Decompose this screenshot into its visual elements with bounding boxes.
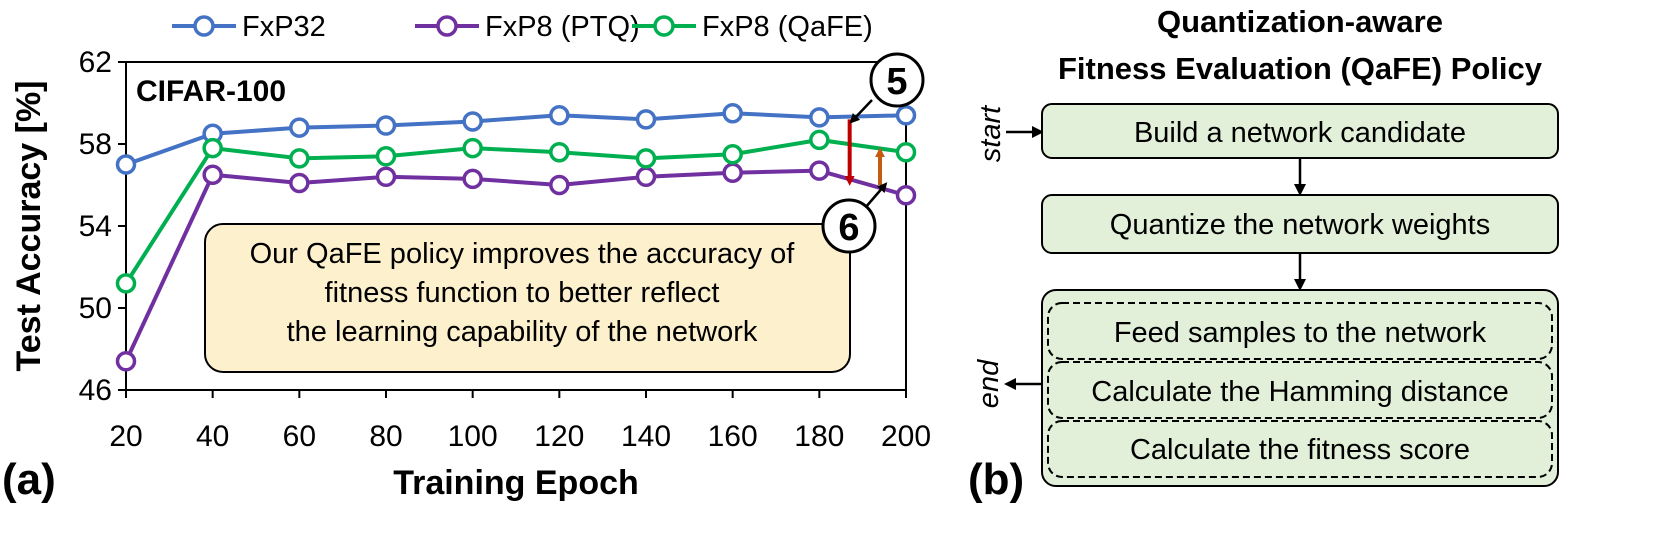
data-point	[202, 164, 223, 185]
x-tick-label: 140	[621, 420, 671, 453]
data-point	[115, 154, 137, 175]
data-point	[549, 174, 570, 196]
x-tick-label: 160	[708, 420, 758, 453]
y-axis-ticks: 46 50 54 58 62	[79, 46, 126, 407]
data-point	[809, 160, 830, 181]
loop-step-1-label: Feed samples to the network	[1114, 317, 1487, 349]
data-point	[462, 137, 483, 159]
data-point	[289, 172, 310, 194]
data-point	[895, 105, 917, 126]
series-line-0	[125, 111, 907, 167]
data-point	[375, 146, 397, 167]
series-points	[115, 103, 917, 372]
annotation-box: Our QaFE policy improves the accuracy of…	[204, 223, 851, 373]
legend: FxP32 FxP8 (PTQ) FxP8 (QaFE)	[172, 11, 873, 43]
x-tick-label: 20	[109, 420, 142, 453]
loop-step-2-label: Calculate the Hamming distance	[1091, 376, 1508, 408]
data-point	[722, 162, 743, 183]
step-build-candidate: Build a network candidate	[1041, 103, 1559, 159]
policy-title-line-1: Quantization-aware	[1157, 4, 1443, 39]
data-point	[115, 351, 137, 372]
start-label: start	[975, 104, 1007, 162]
y-tick-label: 62	[79, 46, 112, 79]
x-tick-label: 60	[283, 420, 316, 453]
legend-label: FxP8 (QaFE)	[702, 11, 873, 43]
data-point	[289, 117, 310, 138]
x-tick-label: 80	[369, 420, 402, 453]
x-tick-label: 40	[196, 420, 229, 453]
data-point	[375, 166, 397, 188]
step-2-label: Quantize the network weights	[1110, 209, 1490, 241]
svg-text:6: 6	[838, 207, 859, 249]
legend-marker	[653, 15, 675, 37]
callout-6: 6	[821, 182, 888, 254]
annotation-line-1: Our QaFE policy improves the accuracy of	[250, 238, 796, 270]
x-axis-ticks: 20 40 60 80 100 120 140 160 180 200	[109, 390, 931, 453]
x-tick-label: 180	[794, 420, 844, 453]
y-tick-label: 58	[79, 128, 112, 161]
policy-title-line-2: Fitness Evaluation (QaFE) Policy	[1058, 51, 1543, 86]
end-label: end	[973, 359, 1005, 408]
callout-5: 5	[849, 52, 925, 124]
legend-item-0: FxP32	[172, 11, 326, 43]
data-point	[115, 273, 137, 294]
data-point	[722, 144, 743, 165]
data-point	[809, 129, 830, 151]
legend-label: FxP8 (PTQ)	[485, 11, 640, 43]
y-axis-title: Test Accuracy [%]	[10, 81, 48, 372]
legend-item-1: FxP8 (PTQ)	[415, 11, 640, 43]
data-point	[895, 141, 917, 163]
series-line-1	[124, 168, 907, 363]
legend-marker	[193, 15, 215, 37]
x-tick-label: 200	[881, 420, 931, 453]
annotation-line-3: the learning capability of the network	[287, 316, 758, 348]
annotation-line-2: fitness function to better reflect	[325, 277, 720, 309]
qafe-policy-diagram: Quantization-aware Fitness Evaluation (Q…	[968, 4, 1559, 504]
data-point	[809, 107, 830, 128]
step-quantize-weights: Quantize the network weights	[1041, 194, 1559, 254]
series-line-2	[124, 137, 907, 285]
data-point	[375, 115, 397, 136]
panel-label-b: (b)	[968, 455, 1024, 504]
step-1-label: Build a network candidate	[1134, 117, 1466, 149]
data-point	[462, 111, 483, 132]
callouts: 5 6	[821, 52, 925, 254]
legend-item-2: FxP8 (QaFE)	[632, 11, 873, 43]
x-axis-title: Training Epoch	[393, 464, 639, 502]
svg-text:5: 5	[886, 61, 907, 103]
accuracy-chart: FxP32 FxP8 (PTQ) FxP8 (QaFE) 46 50 54 58 62 20…	[2, 11, 931, 504]
y-tick-label: 50	[79, 292, 112, 325]
y-tick-label: 46	[79, 374, 112, 407]
dataset-label: CIFAR-100	[136, 75, 286, 108]
panel-label-a: (a)	[2, 455, 56, 504]
loop-step-3-label: Calculate the fitness score	[1130, 434, 1470, 466]
x-tick-label: 100	[448, 420, 498, 453]
data-point	[462, 168, 483, 190]
data-point	[202, 137, 223, 159]
legend-label: FxP32	[242, 11, 326, 43]
data-point	[635, 148, 657, 169]
data-point	[722, 103, 743, 124]
evaluation-loop: Feed samples to the network Calculate th…	[1041, 289, 1559, 487]
data-point	[635, 109, 657, 130]
y-tick-label: 54	[79, 210, 112, 243]
data-point	[895, 185, 917, 206]
legend-marker	[436, 15, 458, 37]
data-point	[635, 166, 657, 188]
data-point	[549, 105, 570, 126]
x-tick-label: 120	[534, 420, 584, 453]
data-point	[289, 148, 310, 169]
series-lines	[124, 111, 907, 363]
data-point	[549, 141, 570, 163]
